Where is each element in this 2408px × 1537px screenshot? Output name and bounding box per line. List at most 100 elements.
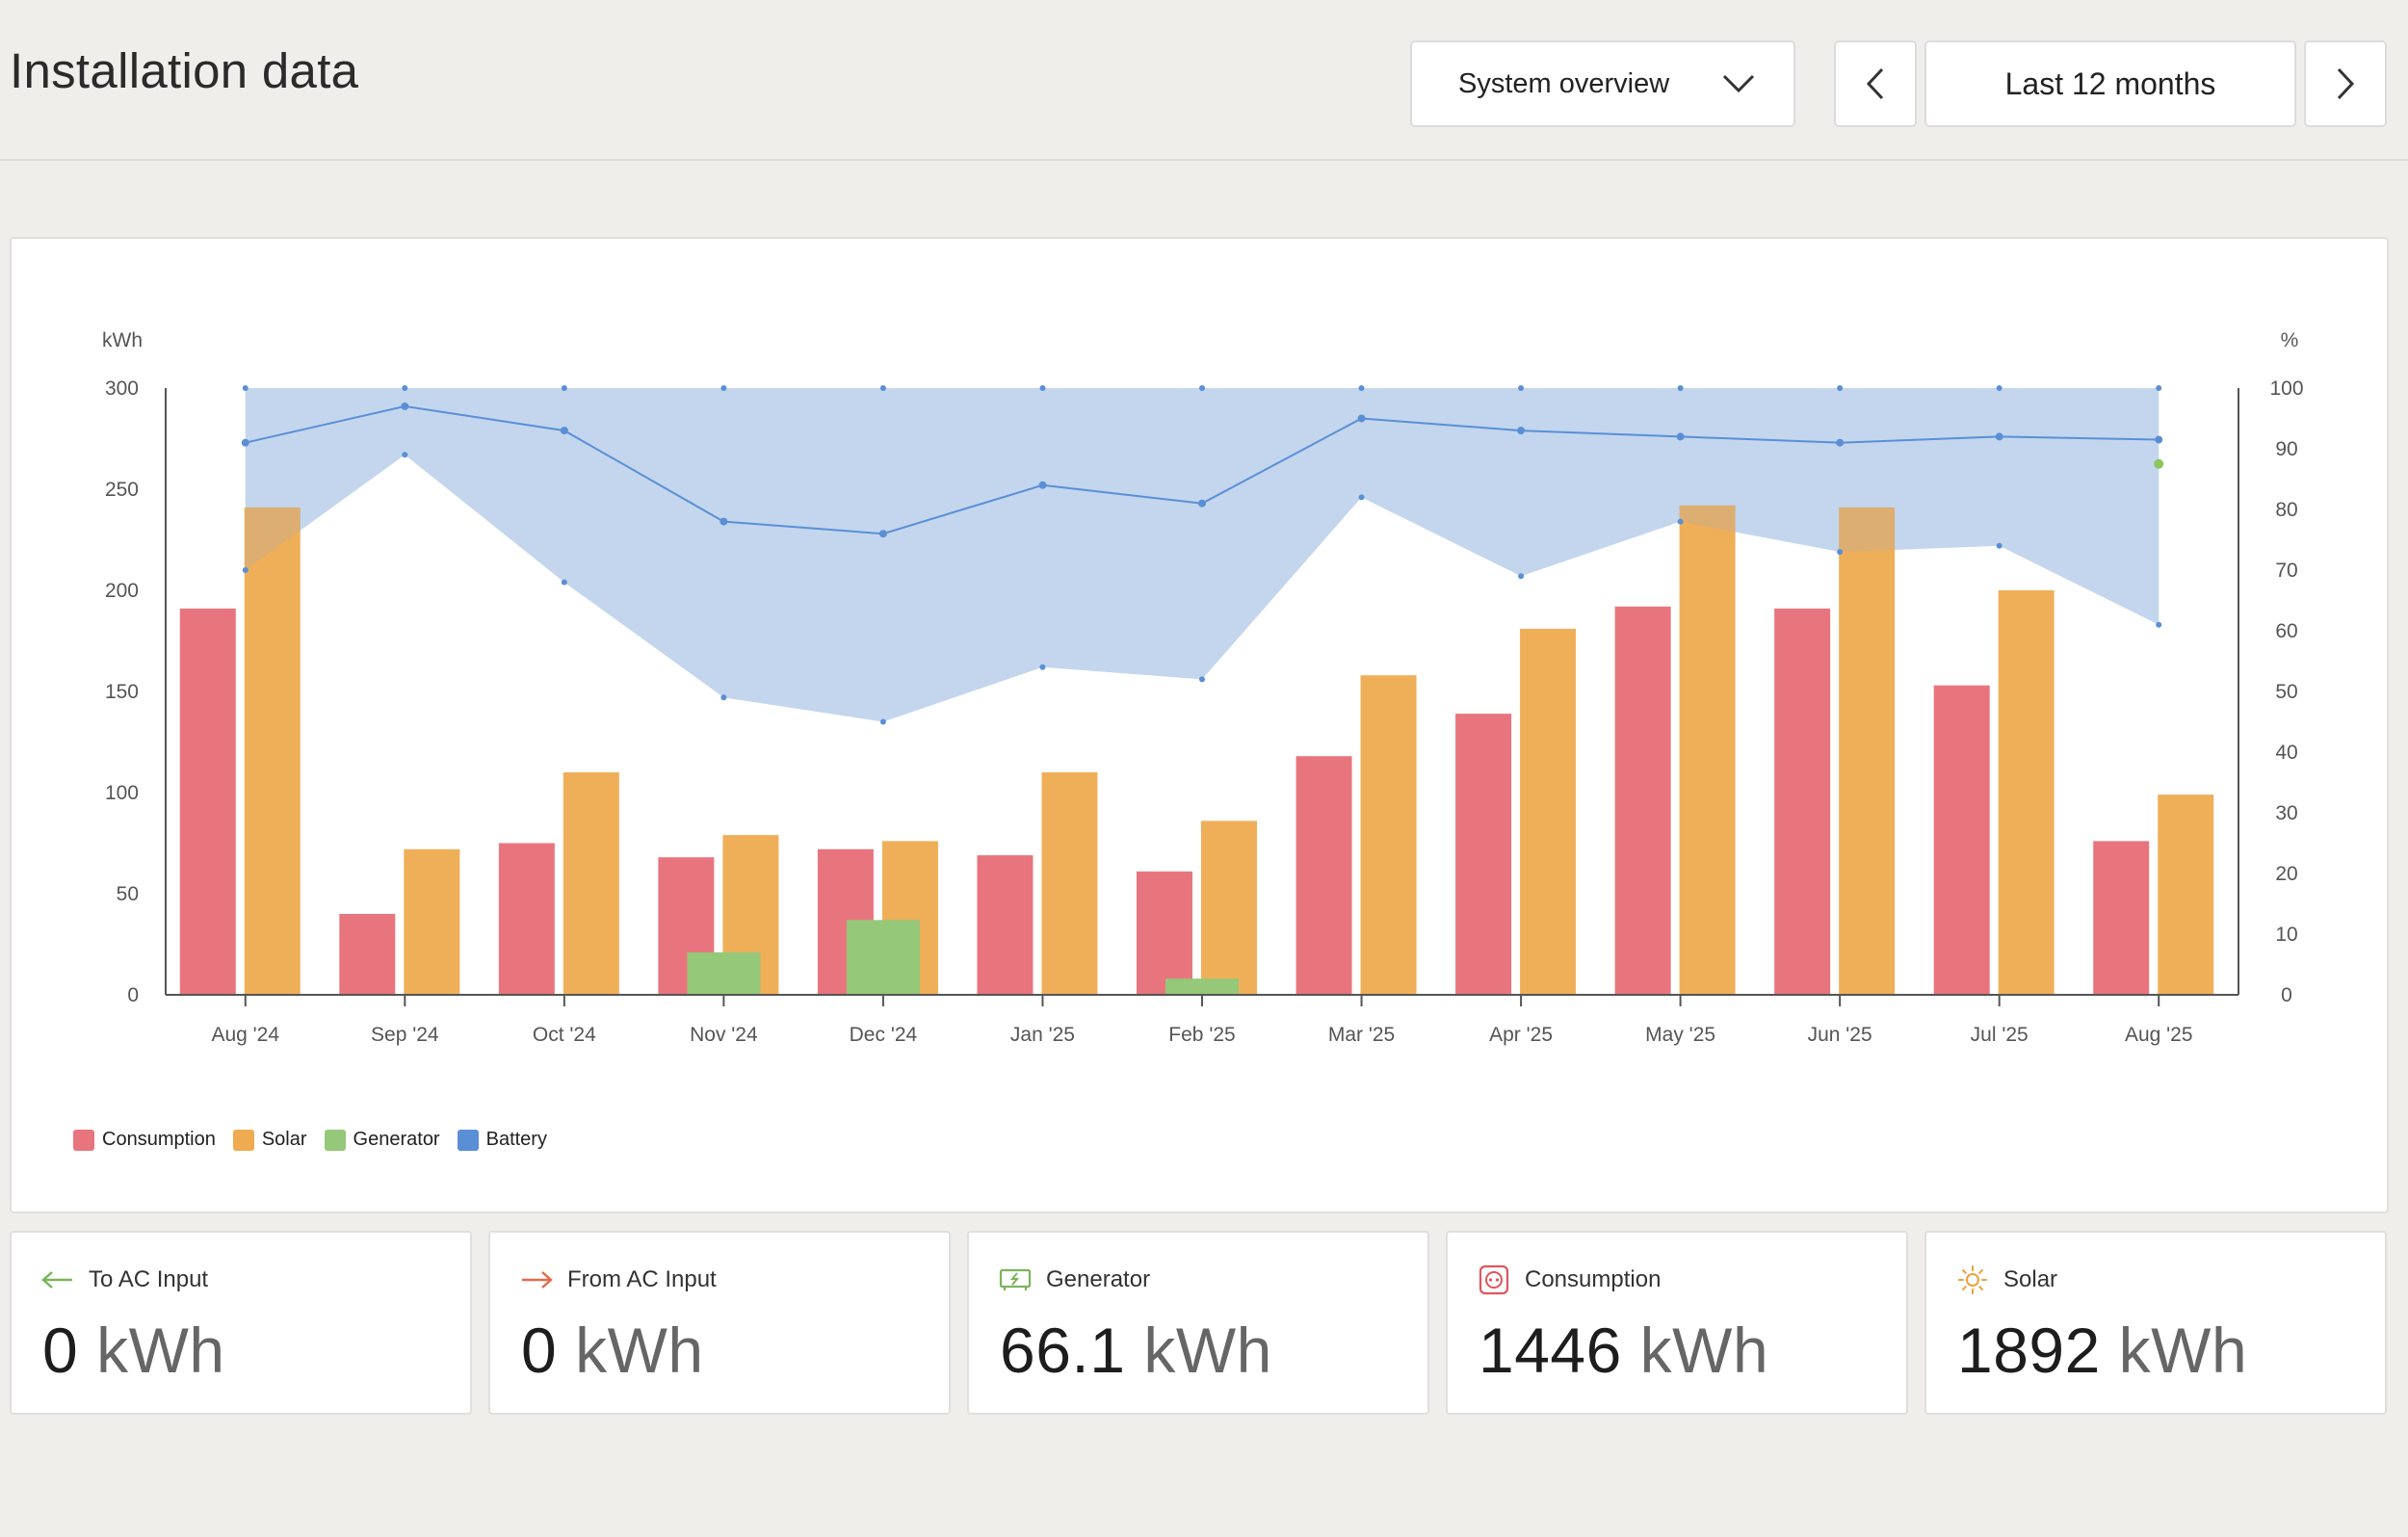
- stat-number: 66.1: [1000, 1315, 1126, 1386]
- stat-label: To AC Input: [89, 1266, 209, 1292]
- battery-max-point: [1677, 385, 1684, 391]
- stat-header: Generator: [998, 1265, 1150, 1294]
- chevron-left-icon: [1866, 67, 1885, 100]
- battery-min-point: [561, 579, 567, 586]
- battery-max-point: [402, 385, 408, 391]
- legend-swatch: [324, 1129, 346, 1151]
- x-tick-label: Aug '24: [211, 1024, 279, 1046]
- battery-max-point: [1996, 385, 2002, 391]
- stat-unit: kWh: [96, 1315, 225, 1386]
- y-tick-label-right: 70: [2275, 560, 2297, 582]
- y-tick-label-right: 50: [2275, 681, 2297, 703]
- stat-number: 0: [521, 1315, 558, 1386]
- battery-avg-point: [1357, 414, 1366, 423]
- y-tick-label-left: 150: [105, 681, 139, 703]
- y-tick-label-right: 30: [2275, 802, 2297, 824]
- bar-solar: [1520, 628, 1577, 995]
- legend-label: Battery: [485, 1129, 547, 1150]
- stat-card-consumption: Consumption 1446 kWh: [1446, 1231, 1908, 1415]
- battery-avg-point: [1836, 438, 1845, 447]
- bar-consumption: [1455, 714, 1512, 995]
- bar-solar: [563, 772, 619, 995]
- battery-max-point: [720, 385, 727, 391]
- y-tick-label-right: 10: [2275, 924, 2297, 946]
- legend-item-solar[interactable]: Solar: [232, 1129, 307, 1151]
- y-tick-label-left: 100: [105, 782, 139, 804]
- bar-consumption: [1296, 756, 1352, 995]
- stat-card-solar: Solar 1892 kWh: [1924, 1231, 2387, 1415]
- stat-header: To AC Input: [40, 1265, 208, 1294]
- bar-solar: [244, 507, 301, 995]
- stat-number: 0: [42, 1315, 79, 1386]
- legend-item-consumption[interactable]: Consumption: [73, 1129, 216, 1151]
- battery-max-point: [1199, 385, 1205, 391]
- chevron-right-icon: [2336, 67, 2355, 100]
- arrow-right-icon: [519, 1265, 554, 1294]
- date-range-button[interactable]: Last 12 months: [1924, 40, 2296, 127]
- chart-legend: Consumption Solar Generator Battery: [73, 1129, 547, 1151]
- battery-avg-point: [2155, 435, 2163, 444]
- next-period-button[interactable]: [2304, 40, 2387, 127]
- y-tick-label-right: 0: [2281, 984, 2292, 1006]
- stat-unit: kWh: [2118, 1315, 2248, 1386]
- battery-min-point: [1996, 542, 2002, 549]
- stat-value: 0 kWh: [521, 1314, 704, 1387]
- page-title: Installation data: [10, 43, 359, 98]
- battery-range-band: [245, 388, 2159, 722]
- x-tick-label: Jul '25: [1971, 1024, 2028, 1046]
- bar-consumption: [498, 843, 555, 995]
- bar-consumption: [179, 608, 236, 995]
- stat-value: 0 kWh: [42, 1314, 225, 1387]
- x-tick-label: May '25: [1645, 1024, 1715, 1046]
- battery-max-point: [1837, 385, 1844, 391]
- battery-avg-point: [720, 517, 728, 526]
- battery-avg-point: [1198, 499, 1206, 508]
- battery-max-point: [242, 385, 249, 391]
- y-axis-label-right: %: [2281, 329, 2299, 352]
- battery-avg-point: [1517, 427, 1526, 435]
- y-tick-label-right: 40: [2275, 742, 2297, 764]
- y-tick-label-left: 250: [105, 479, 139, 501]
- battery-max-point: [1039, 385, 1046, 391]
- chart-card: 0 50 100 150 200 250 300 0 10 20 30 40 50 60 70 80 90 100…: [10, 237, 2389, 1213]
- legend-label: Solar: [261, 1129, 307, 1150]
- stat-value: 1892 kWh: [1957, 1314, 2247, 1387]
- stat-value: 1446 kWh: [1479, 1314, 1768, 1387]
- stat-label: Consumption: [1525, 1266, 1662, 1292]
- battery-max-point: [879, 385, 886, 391]
- x-tick-label: Apr '25: [1489, 1024, 1553, 1046]
- stat-card-to-ac-input: To AC Input 0 kWh: [10, 1231, 472, 1415]
- y-tick-label-right: 100: [2269, 378, 2303, 400]
- legend-swatch: [232, 1129, 254, 1151]
- stat-unit: kWh: [1143, 1315, 1272, 1386]
- bar-consumption: [1614, 606, 1671, 995]
- view-select[interactable]: System overview: [1410, 40, 1795, 127]
- stat-unit: kWh: [1639, 1315, 1769, 1386]
- battery-avg-point: [241, 438, 249, 447]
- generator-icon: [998, 1265, 1033, 1294]
- legend-swatch: [73, 1129, 94, 1151]
- stat-label: Solar: [2003, 1266, 2058, 1292]
- bar-solar: [1839, 507, 1896, 995]
- legend-label: Consumption: [102, 1129, 216, 1150]
- battery-avg-point: [878, 530, 887, 538]
- bar-generator: [687, 951, 761, 995]
- y-axis-label-left: kWh: [102, 329, 143, 352]
- battery-min-point: [879, 718, 886, 725]
- legend-item-generator[interactable]: Generator: [324, 1129, 440, 1151]
- y-tick-label-left: 300: [105, 378, 139, 400]
- y-tick-label-left: 0: [127, 984, 139, 1006]
- page-header: Installation data System overview Last 1…: [0, 0, 2408, 161]
- y-tick-label-left: 50: [117, 883, 139, 905]
- bar-consumption: [977, 855, 1034, 995]
- battery-avg-point: [1995, 432, 2003, 441]
- view-select-label: System overview: [1458, 67, 1670, 99]
- prev-period-button[interactable]: [1834, 40, 1917, 127]
- y-tick-label-right: 80: [2275, 499, 2297, 521]
- stat-header: Solar: [1955, 1265, 2057, 1294]
- x-tick-label: Feb '25: [1168, 1024, 1235, 1046]
- legend-item-battery[interactable]: Battery: [457, 1129, 547, 1151]
- battery-min-point: [1199, 676, 1205, 683]
- legend-label: Generator: [353, 1129, 440, 1150]
- bar-consumption: [1137, 871, 1192, 995]
